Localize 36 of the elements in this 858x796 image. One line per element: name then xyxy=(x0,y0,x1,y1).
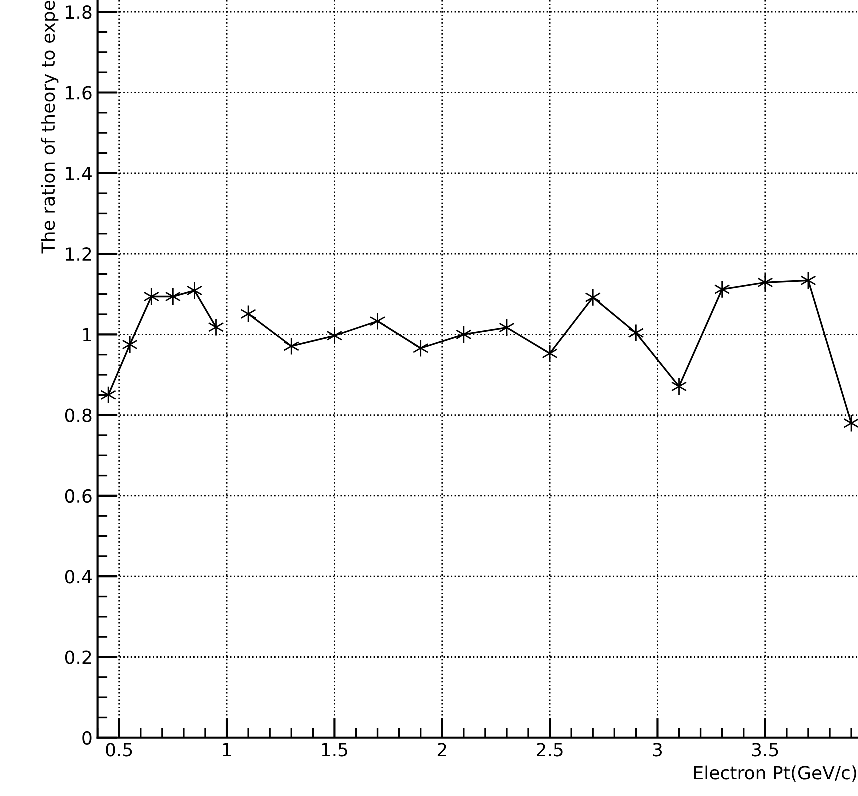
x-tick-label: 2 xyxy=(438,743,446,756)
point xyxy=(757,274,774,292)
x-tick-label: 3 xyxy=(653,743,662,757)
y-tick-label: 0.2 xyxy=(65,650,92,664)
point xyxy=(165,288,182,306)
x-tick-label: 1.5 xyxy=(322,743,348,757)
x-tick-label: 2.5 xyxy=(537,743,563,757)
x-axis-title: Electron Pt(GeV/c) xyxy=(694,766,856,782)
y-tick-label: 1.8 xyxy=(66,6,92,20)
point xyxy=(714,280,730,299)
y-tick-label: 1.6 xyxy=(66,86,92,100)
point xyxy=(628,324,644,342)
point xyxy=(122,336,138,354)
y-tick-label: 1.4 xyxy=(66,167,92,180)
point xyxy=(284,337,300,356)
point xyxy=(412,339,429,358)
point xyxy=(240,305,256,324)
y-tick-label: 0.4 xyxy=(65,570,92,584)
point xyxy=(456,326,472,344)
y-tick-label: 0.8 xyxy=(65,408,92,422)
y-tick-label: 0 xyxy=(82,731,92,746)
point xyxy=(326,326,343,345)
y-tick-label: 0.6 xyxy=(65,489,92,504)
point xyxy=(370,312,386,330)
x-tick-label: 3.5 xyxy=(752,743,778,757)
x-tick-label: 0.5 xyxy=(106,743,132,757)
y-axis-title: The ration of theory to expe xyxy=(41,0,59,254)
point xyxy=(208,318,224,336)
y-tick-label: 1 xyxy=(83,328,92,342)
point xyxy=(100,386,116,404)
point xyxy=(671,378,688,396)
point xyxy=(144,288,160,306)
point xyxy=(186,282,203,300)
y-tick-label: 1.2 xyxy=(66,247,92,261)
x-tick-label: 1 xyxy=(223,743,232,756)
point xyxy=(585,288,602,307)
